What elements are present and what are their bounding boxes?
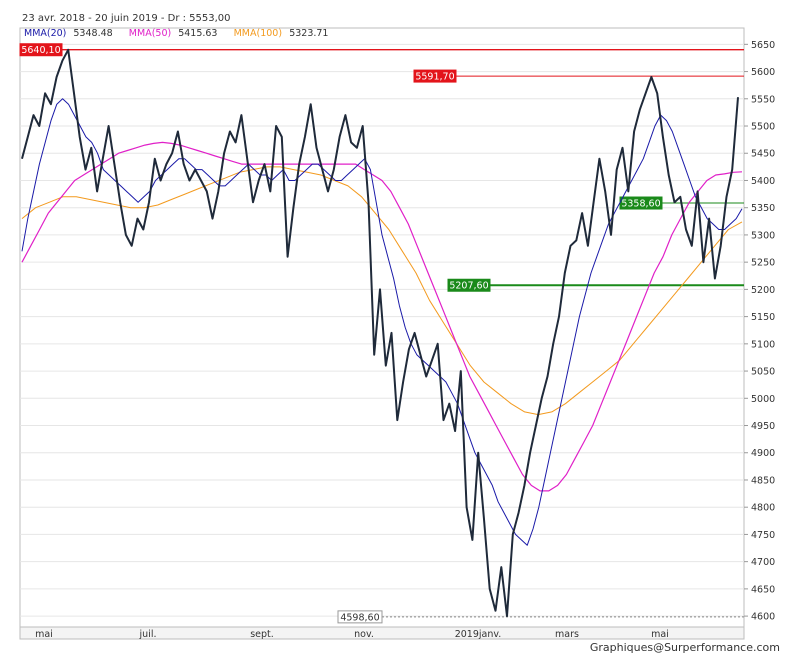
level-label: 4598,60 (340, 612, 379, 623)
date-range-header: 23 avr. 2018 - 20 juin 2019 - Dr : 5553,… (22, 13, 231, 24)
level-label-box (413, 69, 457, 83)
legend-value: 5415.63 (178, 28, 217, 39)
y-tick-label: 5450 (751, 149, 775, 160)
y-tick-label: 4800 (751, 503, 775, 514)
y-tick-label: 5500 (751, 122, 775, 133)
x-tick-label: nov. (354, 629, 374, 640)
x-tick-label: mai (651, 629, 669, 640)
grid (20, 43, 744, 617)
y-tick-label: 5400 (751, 176, 775, 187)
y-tick-label: 4700 (751, 557, 775, 568)
series-line-ma20 (21, 98, 743, 546)
x-tick-label: 2019janv. (455, 629, 502, 640)
y-tick-label: 5350 (751, 203, 775, 214)
level-label-box (337, 610, 383, 624)
legend-label: MMA(100) (234, 28, 282, 39)
y-tick-label: 4650 (751, 584, 775, 595)
legend: MMA(20) 5348.48 MMA(50) 5415.63 MMA(100) 5323… (24, 28, 328, 39)
x-tick-label: juil. (139, 629, 157, 640)
level-label: 5358,60 (621, 199, 660, 210)
y-tick-label: 5600 (751, 67, 775, 78)
x-axis-band (19, 626, 745, 640)
legend-value: 5323.71 (289, 28, 328, 39)
legend-label: MMA(50) (129, 28, 171, 39)
series-line-ma50 (21, 141, 743, 492)
x-tick-label: mai (35, 629, 53, 640)
y-tick-label: 5550 (751, 94, 775, 105)
series-lines (21, 48, 743, 618)
level-label: 5640,10 (21, 45, 60, 56)
series-line-ma100 (21, 166, 743, 416)
level-label-box (19, 43, 63, 57)
level-label: 5207,60 (449, 281, 488, 292)
x-tick-label: sept. (250, 629, 274, 640)
y-axis: 4600 4650 4700 4750 4800 4850 4900 4950 5000 5050… (744, 40, 775, 623)
y-tick-label: 5000 (751, 394, 775, 405)
y-tick-label: 4750 (751, 530, 775, 541)
y-tick-label: 5200 (751, 285, 775, 296)
y-tick-label: 5300 (751, 230, 775, 241)
chart-credit: Graphiques@Surperformance.com (589, 641, 780, 654)
y-tick-label: 4900 (751, 448, 775, 459)
y-tick-label: 5100 (751, 339, 775, 350)
y-tick-label: 5250 (751, 258, 775, 269)
y-tick-label: 4950 (751, 421, 775, 432)
level-label: 5591,70 (415, 72, 454, 83)
legend-label: MMA(20) (24, 28, 66, 39)
y-tick-label: 4850 (751, 475, 775, 486)
y-tick-label: 5050 (751, 367, 775, 378)
x-tick-label: mars (555, 629, 579, 640)
y-tick-label: 4600 (751, 612, 775, 623)
level-lines: 5640,10 5591,70 5358,60 5207,60 4598,60 (19, 43, 744, 624)
legend-value: 5348.48 (73, 28, 112, 39)
y-tick-label: 5650 (751, 40, 775, 51)
series-line-price (21, 48, 739, 618)
level-label-box (447, 278, 491, 292)
x-axis: mai juil. sept. nov. 2019janv. mars mai (35, 629, 669, 640)
y-tick-label: 5150 (751, 312, 775, 323)
plot-area (19, 27, 745, 640)
